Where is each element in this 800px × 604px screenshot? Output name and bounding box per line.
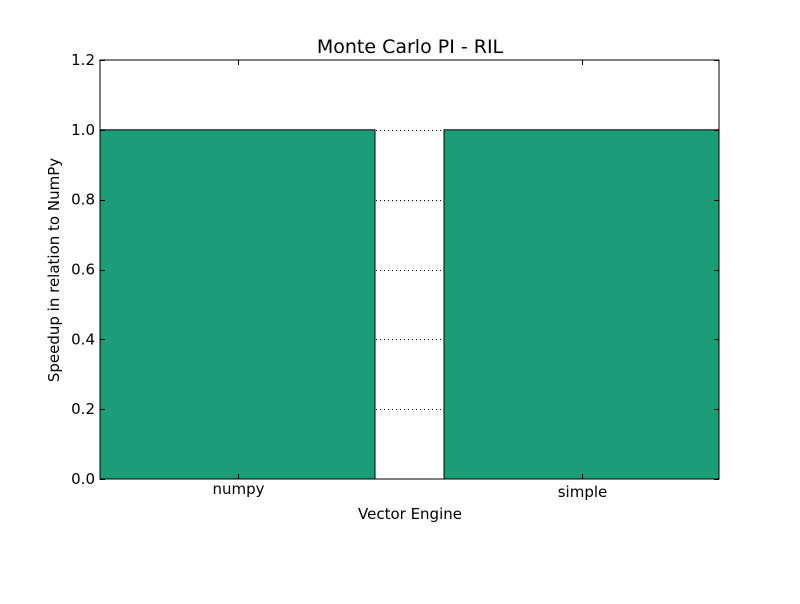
x-tick-labels: numpy simple bbox=[212, 480, 607, 501]
y-axis-label: Speedup in relation to NumPy bbox=[45, 158, 63, 382]
x-tick-label-simple: simple bbox=[558, 483, 608, 501]
bars bbox=[99, 129, 720, 480]
y-tick-label-2: 0.4 bbox=[71, 330, 95, 348]
bar-numpy bbox=[99, 129, 376, 480]
y-tick-label-1: 0.2 bbox=[71, 400, 95, 418]
bar-simple bbox=[443, 129, 720, 480]
y-tick-labels: 0.0 0.2 0.4 0.6 0.8 1.0 1.2 bbox=[71, 51, 95, 488]
x-axis-label: Vector Engine bbox=[358, 505, 462, 523]
y-tick-label-3: 0.6 bbox=[71, 261, 95, 279]
ticks bbox=[100, 60, 719, 480]
chart-title: Monte Carlo PI - RIL bbox=[317, 36, 504, 58]
y-tick-label-5: 1.0 bbox=[71, 121, 95, 139]
x-tick-label-numpy: numpy bbox=[212, 480, 264, 498]
plot-frame bbox=[99, 59, 720, 480]
y-tick-label-4: 0.8 bbox=[71, 191, 95, 209]
y-tick-label-0: 0.0 bbox=[71, 470, 95, 488]
y-tick-label-6: 1.2 bbox=[71, 51, 95, 69]
